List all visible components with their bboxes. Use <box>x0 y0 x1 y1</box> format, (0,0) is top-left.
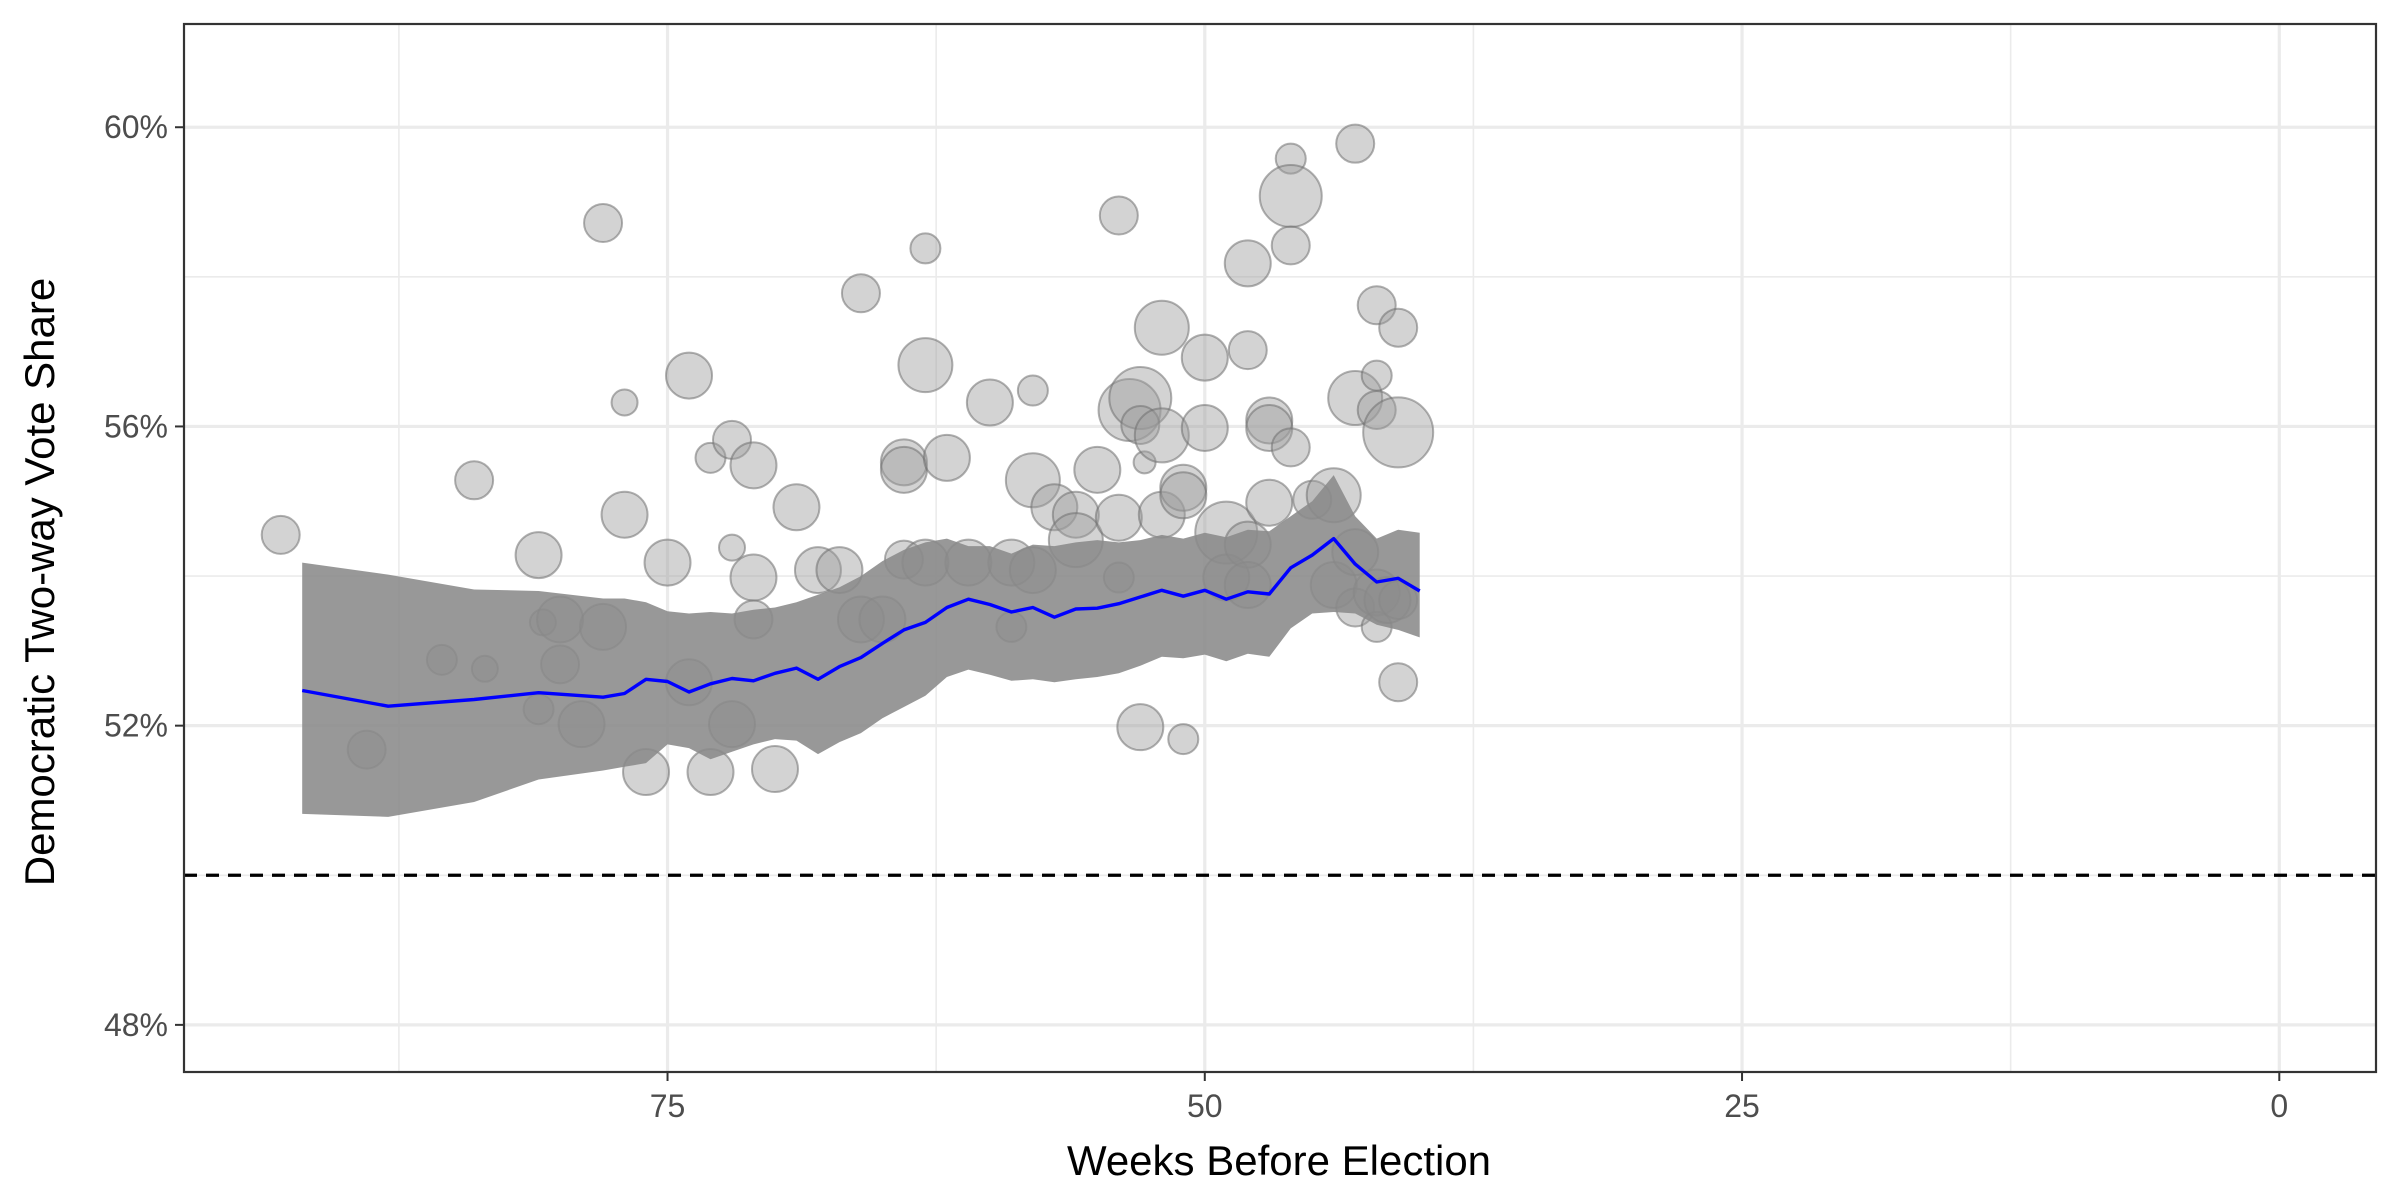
uncertainty-band-layer <box>302 475 1420 817</box>
poll-point <box>909 232 942 265</box>
poll-point <box>1378 307 1419 348</box>
poll-point <box>1167 723 1200 756</box>
uncertainty-band <box>302 475 1420 817</box>
poll-point <box>1051 490 1100 539</box>
y-tick-label: 48% <box>104 1007 168 1043</box>
poll-point <box>1270 225 1311 266</box>
poll-point <box>1116 703 1165 752</box>
poll-point <box>643 538 692 587</box>
poll-point <box>1356 285 1397 326</box>
poll-point <box>1073 445 1122 494</box>
poll-point <box>610 388 639 417</box>
y-axis-title: Democratic Two-way Vote Share <box>16 278 63 887</box>
poll-point <box>1120 404 1161 445</box>
poll-point <box>1270 427 1311 468</box>
poll-point <box>1004 452 1061 509</box>
poll-point <box>1258 164 1323 229</box>
poll-point <box>1016 374 1049 407</box>
poll-point <box>1245 478 1294 527</box>
y-tick-label: 60% <box>104 109 168 145</box>
poll-point <box>729 441 778 490</box>
panel-frame-layer <box>182 22 2378 1074</box>
poll-point <box>583 202 624 243</box>
poll-point <box>750 745 799 794</box>
poll-point <box>1094 493 1143 542</box>
trend-line-layer <box>301 536 1421 708</box>
poll-point <box>1227 330 1268 371</box>
poll-point <box>600 490 649 539</box>
x-axis-title: Weeks Before Election <box>1067 1137 1491 1184</box>
poll-point <box>1360 359 1393 392</box>
x-tick-label: 75 <box>650 1088 686 1124</box>
y-tick-label: 56% <box>104 408 168 444</box>
y-tick-label: 52% <box>104 708 168 744</box>
poll-point <box>1223 239 1272 288</box>
poll-point <box>1180 333 1229 382</box>
poll-point <box>729 553 778 602</box>
poll-point <box>514 531 563 580</box>
poll-point <box>665 351 714 400</box>
x-tick-label: 50 <box>1187 1088 1223 1124</box>
poll-point <box>1180 403 1229 452</box>
poll-point <box>1362 396 1435 469</box>
panel-border <box>182 22 2378 1074</box>
poll-point <box>772 483 821 532</box>
axes: 75 50 25 0 48% 52% 56% 60% <box>104 109 2288 1124</box>
poll-point <box>454 460 495 501</box>
poll-point <box>1133 299 1190 356</box>
x-tick-label: 25 <box>1724 1088 1760 1124</box>
poll-point <box>1133 407 1190 464</box>
x-tick-label: 0 <box>2270 1088 2288 1124</box>
poll-point <box>1378 662 1419 703</box>
poll-point <box>718 533 746 562</box>
poll-point <box>922 433 971 482</box>
trend-line <box>301 536 1421 708</box>
poll-point <box>1335 123 1376 164</box>
poll-point <box>840 273 881 314</box>
poll-point <box>897 337 954 394</box>
poll-point <box>879 445 928 494</box>
poll-point <box>793 546 842 595</box>
poll-point <box>1327 370 1384 427</box>
poll-point <box>965 378 1014 427</box>
poll-point <box>1159 471 1208 520</box>
poll-point <box>1098 195 1139 236</box>
poll-point <box>260 514 301 555</box>
